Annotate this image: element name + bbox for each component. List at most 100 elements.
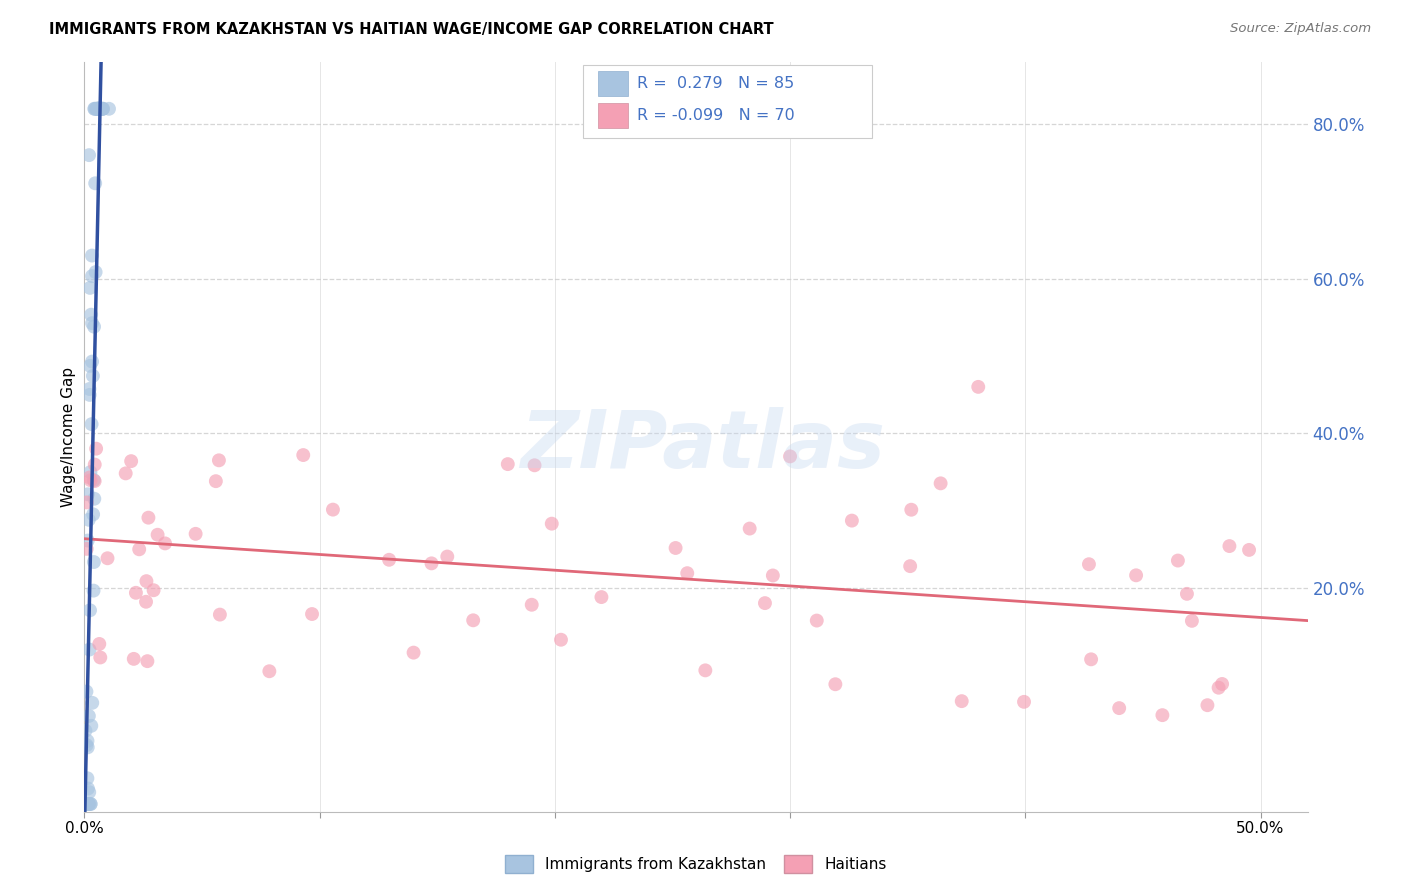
Point — [1218, 539, 1240, 553]
Point — [762, 568, 785, 582]
Point — [184, 526, 207, 541]
Point — [1197, 698, 1219, 713]
Point — [79, 382, 101, 396]
Point — [208, 607, 231, 622]
Point — [1077, 558, 1099, 572]
Point — [114, 467, 136, 481]
Point — [83, 458, 105, 472]
Point — [1208, 681, 1230, 695]
Point — [77, 513, 100, 527]
Point — [550, 632, 572, 647]
Point — [77, 797, 100, 811]
Point — [136, 654, 159, 668]
Point — [75, 797, 97, 811]
Point — [76, 797, 98, 811]
Point — [84, 102, 107, 116]
Point — [967, 380, 990, 394]
Point — [73, 797, 96, 811]
Point — [322, 502, 344, 516]
Point — [135, 574, 157, 589]
Point — [591, 590, 613, 604]
Point — [1167, 553, 1189, 567]
Point — [120, 454, 142, 468]
Point — [1211, 677, 1233, 691]
Point — [292, 448, 315, 462]
Point — [73, 797, 96, 811]
Point — [676, 566, 699, 581]
Point — [76, 797, 98, 811]
Point — [75, 797, 97, 811]
Point — [83, 473, 105, 487]
Point — [79, 359, 101, 373]
Point — [1125, 568, 1147, 582]
Point — [540, 516, 562, 531]
Point — [79, 465, 101, 479]
Point — [86, 102, 108, 116]
Point — [1080, 652, 1102, 666]
Point — [75, 797, 97, 811]
Point — [89, 637, 111, 651]
Point — [420, 557, 443, 571]
Point — [841, 514, 863, 528]
Point — [898, 559, 921, 574]
Point — [153, 536, 176, 550]
Point — [80, 308, 103, 322]
Point — [76, 495, 98, 509]
Point — [76, 797, 98, 811]
Point — [89, 102, 111, 116]
Point — [86, 102, 108, 116]
Point — [76, 797, 98, 811]
Point — [82, 316, 104, 330]
Point — [665, 541, 688, 555]
Point — [90, 102, 112, 116]
Point — [77, 709, 100, 723]
Point — [695, 664, 717, 678]
Point — [824, 677, 846, 691]
Point — [77, 797, 100, 811]
Text: Source: ZipAtlas.com: Source: ZipAtlas.com — [1230, 22, 1371, 36]
Point — [79, 473, 101, 487]
Point — [80, 417, 103, 432]
Point — [142, 583, 165, 598]
Point — [89, 650, 111, 665]
Point — [76, 738, 98, 752]
Point — [128, 542, 150, 557]
Point — [75, 684, 97, 698]
Point — [79, 470, 101, 484]
Text: R =  0.279   N = 85: R = 0.279 N = 85 — [637, 77, 794, 91]
Text: R = -0.099   N = 70: R = -0.099 N = 70 — [637, 108, 794, 122]
Point — [87, 102, 110, 116]
Point — [91, 102, 114, 116]
Point — [80, 269, 103, 284]
Point — [83, 491, 105, 506]
Point — [87, 102, 110, 116]
Point — [1237, 542, 1260, 557]
Point — [76, 533, 98, 548]
Point — [75, 797, 97, 811]
Point — [76, 797, 98, 811]
Point — [75, 797, 97, 811]
Point — [79, 642, 101, 657]
Point — [82, 368, 104, 383]
Point — [79, 797, 101, 811]
Point — [83, 102, 105, 116]
Point — [87, 102, 110, 116]
Point — [87, 102, 110, 116]
Point — [496, 457, 519, 471]
Point — [84, 176, 107, 190]
Point — [96, 551, 118, 566]
Point — [1108, 701, 1130, 715]
Point — [76, 740, 98, 755]
Point — [520, 598, 543, 612]
Point — [301, 607, 323, 621]
Point — [79, 388, 101, 402]
Point — [205, 474, 228, 488]
Point — [523, 458, 546, 473]
Point — [1012, 695, 1035, 709]
Point — [138, 510, 160, 524]
Point — [122, 652, 145, 666]
Point — [77, 797, 100, 811]
Point — [73, 797, 96, 811]
Point — [91, 102, 114, 116]
Text: ZIPatlas: ZIPatlas — [520, 407, 886, 485]
